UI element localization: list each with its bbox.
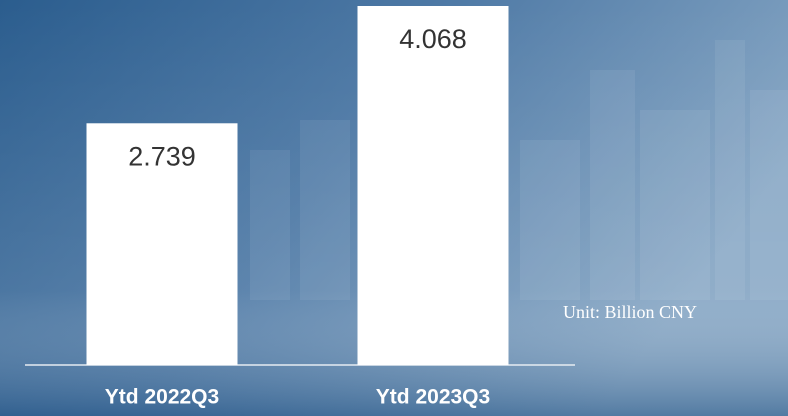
- value-label: 4.068: [399, 24, 467, 54]
- unit-annotation: Unit: Billion CNY: [563, 302, 697, 322]
- value-label: 2.739: [128, 141, 196, 171]
- x-tick-label: Ytd 2023Q3: [376, 386, 490, 409]
- bar: [357, 5, 509, 366]
- bar: [86, 123, 238, 365]
- x-tick-label: Ytd 2022Q3: [105, 386, 219, 409]
